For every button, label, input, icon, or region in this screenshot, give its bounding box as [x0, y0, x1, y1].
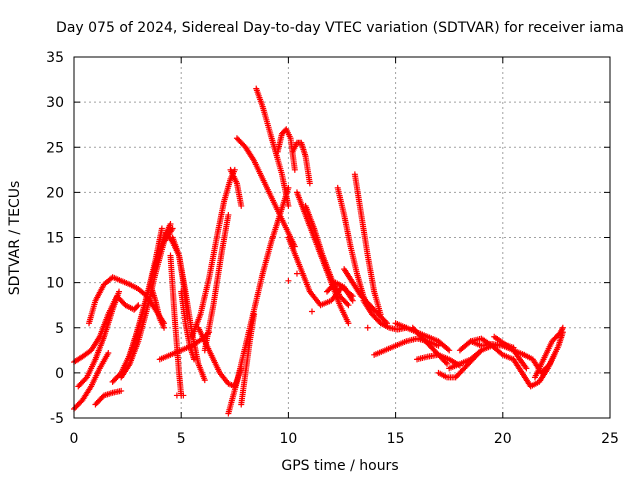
data-point — [523, 365, 530, 372]
data-point — [238, 202, 245, 209]
y-tick-label: 0 — [55, 366, 64, 382]
data-point — [345, 320, 352, 327]
data-point — [167, 220, 174, 227]
data-point — [173, 392, 180, 399]
grid — [74, 57, 610, 418]
x-tick-label: 5 — [177, 431, 186, 447]
data-point — [559, 324, 566, 331]
x-axis-label: GPS time / hours — [281, 458, 398, 474]
data-point — [344, 300, 351, 307]
data-point — [161, 324, 168, 331]
data-point — [545, 362, 552, 369]
data-point — [201, 377, 208, 384]
data-series — [71, 85, 566, 417]
y-tick-label: 30 — [46, 95, 64, 111]
x-tick-label: 10 — [279, 431, 297, 447]
data-point — [345, 302, 352, 309]
y-tick-label: 25 — [46, 140, 64, 156]
data-point — [444, 360, 451, 367]
data-point — [285, 277, 292, 284]
data-point — [116, 288, 123, 295]
data-point — [158, 225, 165, 232]
data-point — [349, 297, 356, 304]
data-point — [180, 392, 187, 399]
x-tick-label: 20 — [494, 431, 512, 447]
data-point — [306, 180, 313, 187]
data-point — [466, 339, 473, 346]
y-axis: -5 0 5 10 15 20 25 30 35 — [46, 50, 610, 427]
x-axis: 0 5 10 15 20 25 — [70, 57, 619, 447]
data-point — [293, 270, 300, 277]
x-tick-label: 15 — [387, 431, 405, 447]
data-point — [134, 303, 141, 310]
data-point — [82, 375, 89, 382]
data-point — [285, 202, 292, 209]
data-point — [291, 166, 298, 173]
data-point — [308, 308, 315, 315]
data-point — [225, 211, 232, 218]
data-point — [444, 346, 451, 353]
data-point — [498, 350, 505, 357]
data-point — [105, 350, 112, 357]
data-point — [251, 311, 258, 318]
y-tick-label: 5 — [55, 321, 64, 337]
y-tick-label: 35 — [46, 50, 64, 66]
data-point — [446, 347, 453, 354]
data-point — [118, 387, 125, 394]
x-tick-label: 25 — [601, 431, 619, 447]
y-axis-label: SDTVAR / TECUs — [7, 181, 23, 296]
data-point — [191, 356, 198, 363]
y-tick-label: 20 — [46, 185, 64, 201]
y-tick-label: 15 — [46, 231, 64, 247]
data-point — [364, 324, 371, 331]
chart-title: Day 075 of 2024, Sidereal Day-to-day VTE… — [56, 20, 624, 36]
data-point — [135, 302, 142, 309]
x-tick-label: 0 — [70, 431, 79, 447]
data-point — [477, 348, 484, 355]
data-point — [377, 311, 384, 318]
y-tick-label: 10 — [46, 276, 64, 292]
y-tick-label: -5 — [50, 411, 64, 427]
